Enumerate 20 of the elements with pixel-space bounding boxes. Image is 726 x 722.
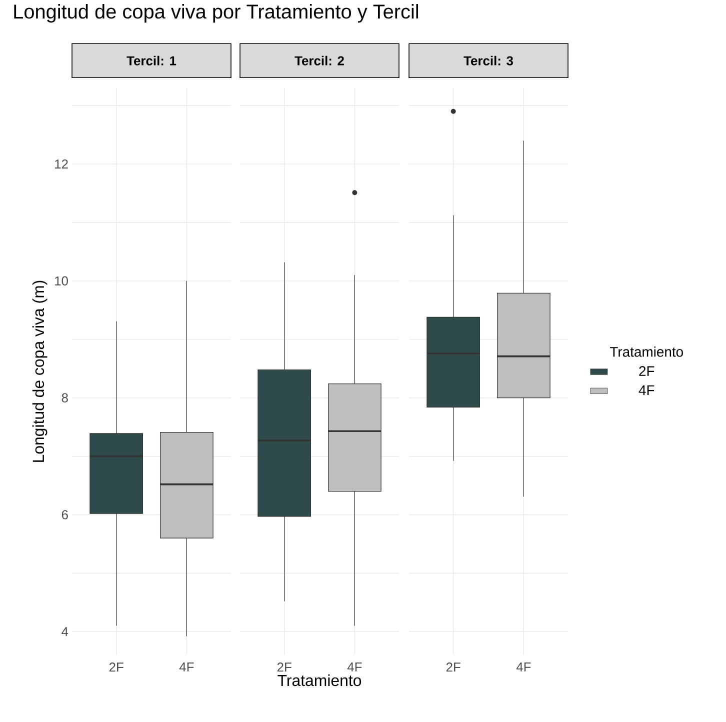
y-tick-label: 8 — [62, 393, 68, 402]
x-tick-label: 2F — [277, 662, 292, 672]
legend-title: Tratamiento — [610, 346, 683, 357]
y-tick-label: 10 — [55, 276, 68, 286]
x-axis-title: Tratamiento — [278, 674, 362, 686]
chart-subtitle: Tercil: 1 — [126, 56, 176, 66]
x-tick-label: 4F — [516, 662, 531, 672]
y-tick-label: 12 — [55, 159, 68, 169]
x-tick-label: 4F — [347, 662, 362, 672]
chart-subtitle: Tercil: 2 — [294, 56, 344, 66]
x-tick-label: 4F — [179, 662, 194, 672]
chart-subtitle: Tercil: 3 — [464, 56, 513, 66]
chart-title: Longitud de copa viva por Tratamiento y Tercil — [14, 4, 418, 23]
y-tick-label: 4 — [62, 627, 68, 636]
y-tick-label: 6 — [62, 510, 68, 520]
x-tick-label: 2F — [109, 662, 124, 672]
legend-label: 2F — [639, 366, 654, 376]
y-axis-title: Longitud de copa viva (m) — [32, 280, 48, 462]
legend-label: 4F — [638, 385, 654, 395]
x-tick-label: 2F — [446, 662, 460, 672]
